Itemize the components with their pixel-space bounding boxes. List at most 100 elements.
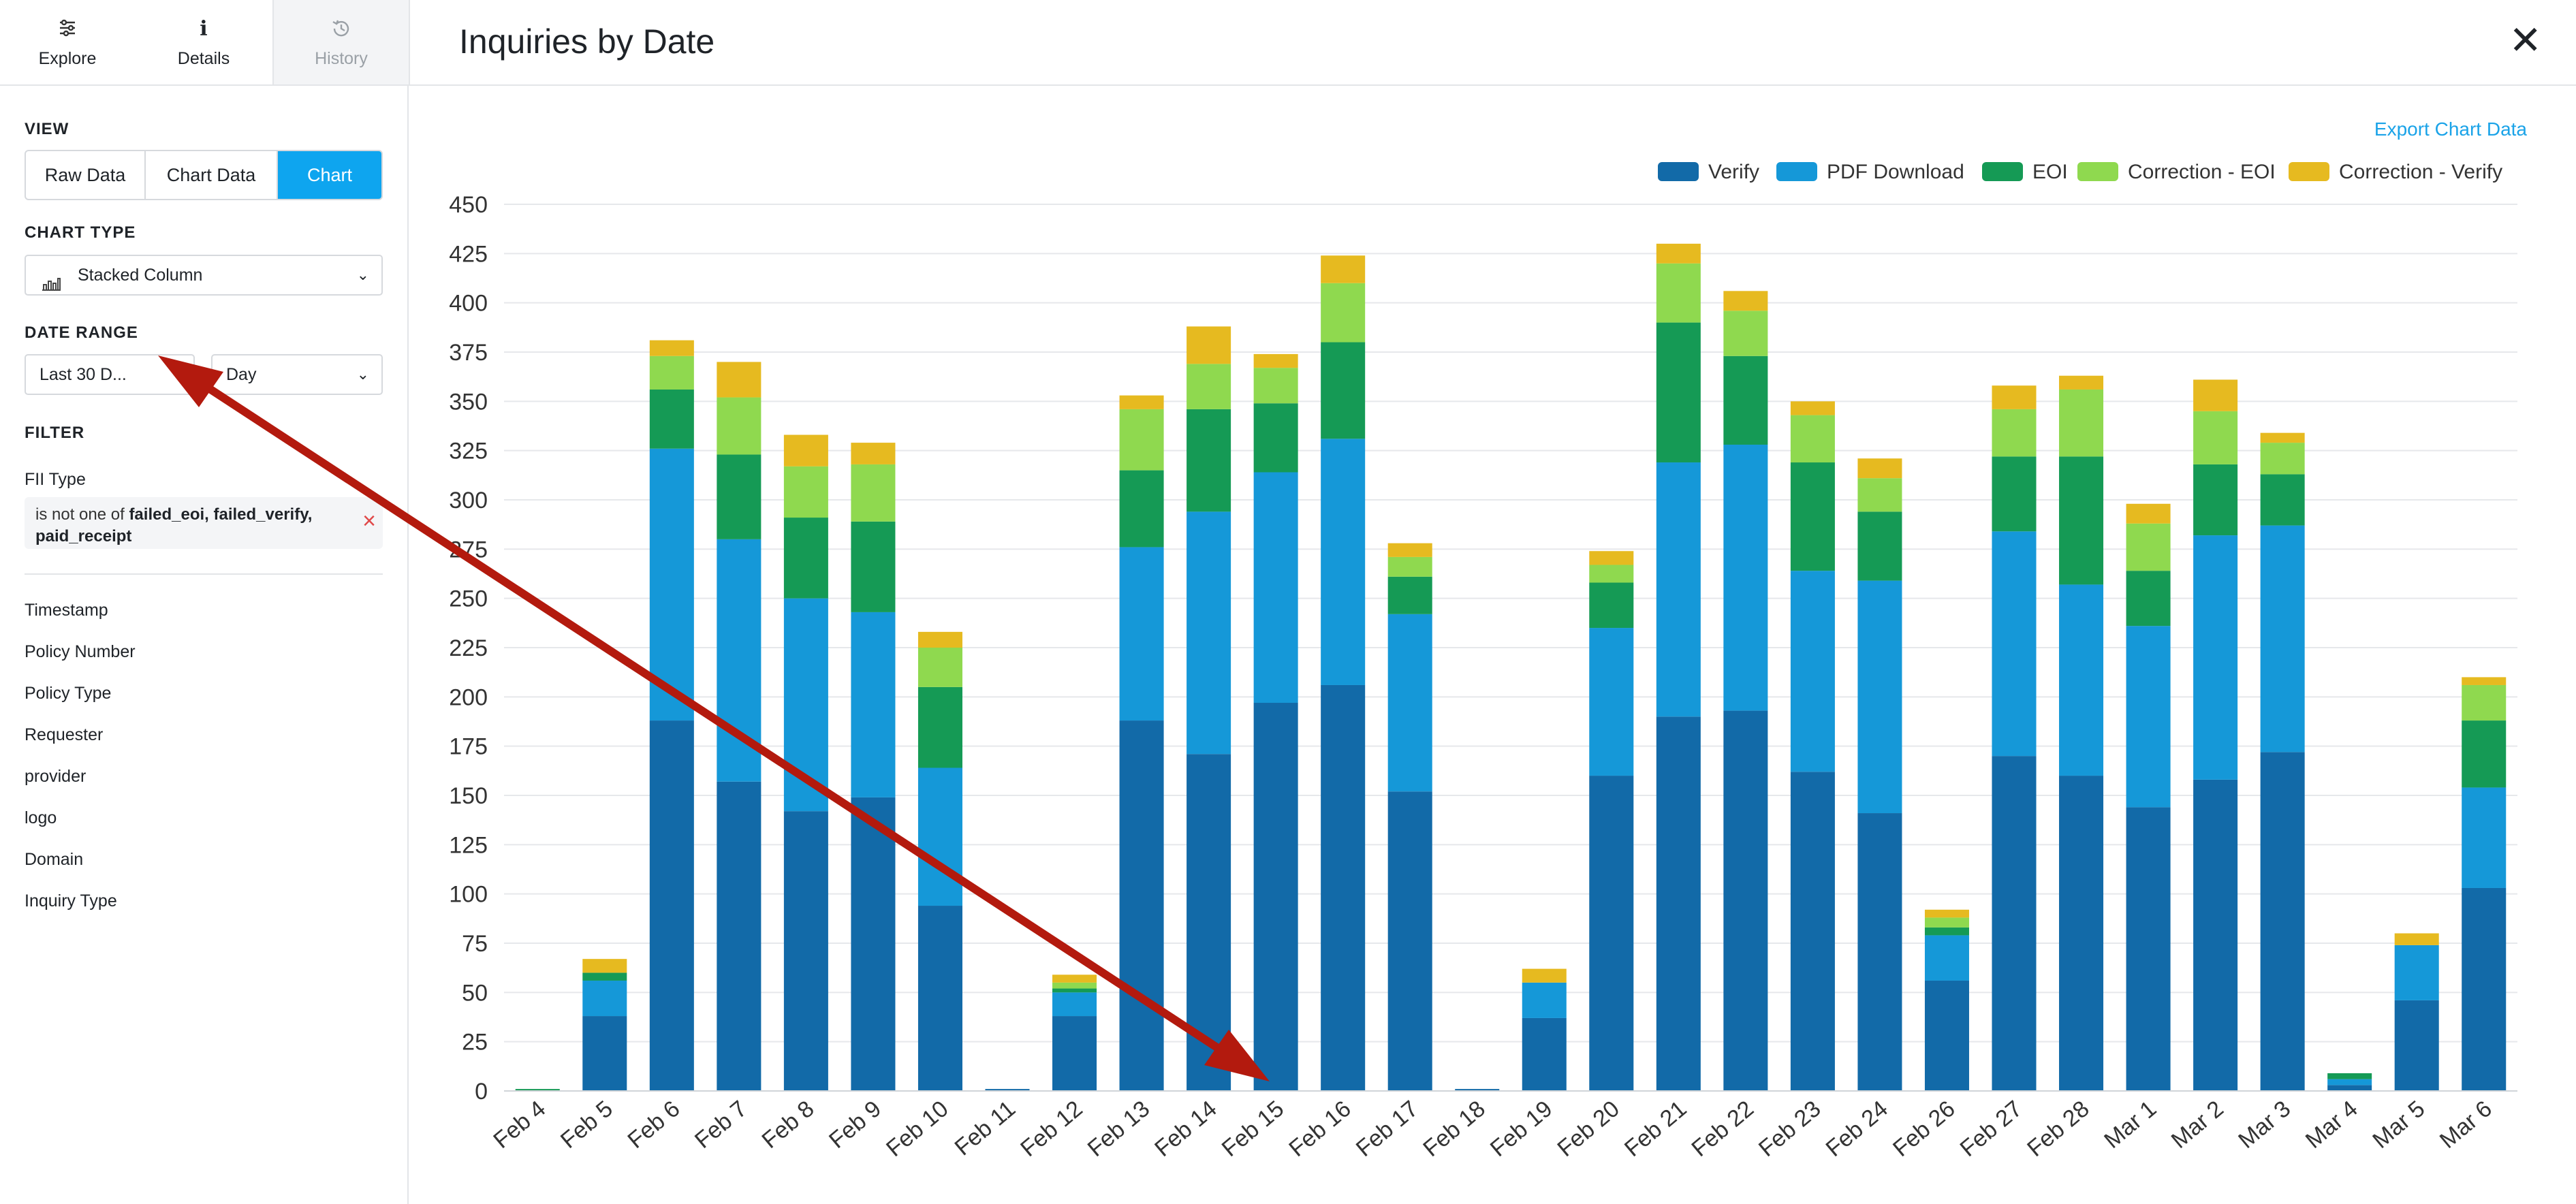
legend-item[interactable]: PDF Download [1827,161,1964,183]
bar-segment [2193,779,2238,1091]
x-tick-label: Feb 7 [690,1096,752,1154]
bar-segment [1723,710,1768,1091]
field-item[interactable]: Domain [25,850,84,869]
info-icon: i [200,17,208,41]
bar-segment [1387,543,1432,557]
tab-history[interactable]: History [272,0,410,84]
x-tick-label: Feb 27 [1955,1096,2028,1162]
x-tick-label: Mar 4 [2301,1096,2363,1154]
field-item[interactable]: Policy Type [25,684,112,703]
bar-segment [582,1016,627,1091]
x-tick-label: Feb 5 [556,1096,618,1154]
field-item[interactable]: provider [25,767,87,786]
legend-item[interactable]: Correction - EOI [2128,161,2276,183]
bar-segment [2260,474,2305,526]
view-chart-button[interactable]: Chart [278,151,381,199]
view-chart-data-button[interactable]: Chart Data [146,151,278,199]
bar-segment [1321,439,1366,685]
bar-segment [2462,787,2507,888]
legend-item[interactable]: EOI [2032,161,2068,183]
bar-segment [1589,565,1634,583]
bar-segment [851,797,896,1091]
bar-segment [783,811,828,1091]
tab-details[interactable]: i Details [136,0,271,84]
bar-segment [649,448,694,721]
bar-segment [2260,525,2305,752]
stacked-column-chart: 0 25 50 75 100 125 150 175 200 225 250 275 300 325 350… [449,161,2517,1162]
y-tick-label: 400 [449,291,488,317]
filter-field-label[interactable]: FII Type [25,470,86,489]
bar-segment [1924,909,1969,918]
bar-segment [783,518,828,599]
bar-segment [1723,311,1768,356]
field-item[interactable]: Timestamp [25,601,108,620]
date-range-select[interactable]: Last 30 D... [25,354,195,395]
bar-segment [1992,756,2037,1091]
bar-segment [1321,283,1366,343]
bar-segment [2126,807,2171,1091]
field-item[interactable]: Inquiry Type [25,891,117,910]
bar-segment [649,389,694,449]
bar-segment [2193,411,2238,464]
y-tick-label: 325 [449,439,488,464]
date-interval-select[interactable]: Day ⌄ [211,354,383,395]
bar-segment [1321,342,1366,439]
bar-segment [1656,716,1701,1091]
bar-segment [2260,432,2305,443]
field-item[interactable]: Policy Number [25,642,136,661]
bar-segment [2126,503,2171,524]
bar-segment [717,397,761,455]
x-tick-label: Feb 28 [2022,1096,2094,1162]
bar-segment [1723,444,1768,711]
bar-segment [1656,243,1701,264]
y-tick-label: 225 [449,635,488,661]
legend-item[interactable]: Correction - Verify [2339,161,2502,183]
filter-chip[interactable]: is not one of failed_eoi, failed_verify,… [25,497,383,549]
bar-segment [2462,720,2507,788]
bar-segment [2260,443,2305,475]
bar-segment [1992,385,2037,409]
bar-segment [649,720,694,1091]
bar-segment [1857,478,1902,512]
bar-segment [2193,379,2238,411]
x-tick-label: Feb 24 [1821,1096,1894,1162]
chart-type-select[interactable]: Stacked Column ⌄ [25,255,383,296]
bar-segment [2059,584,2104,776]
close-icon[interactable]: ✕ [2509,18,2542,63]
view-raw-data-button[interactable]: Raw Data [26,151,146,199]
bar-segment [2394,933,2439,945]
bar-segment [851,464,896,522]
bar-segment [851,443,896,464]
y-tick-label: 100 [449,882,488,908]
legend-swatch [1658,162,1699,181]
date-range-value: Last 30 D... [40,365,127,384]
bar-segment [1857,813,1902,1091]
x-tick-label: Feb 16 [1284,1096,1356,1162]
tab-explore[interactable]: Explore [0,0,135,84]
bar-segment [582,972,627,981]
bar-segment [1723,291,1768,311]
field-item[interactable]: Requester [25,725,104,744]
remove-filter-icon[interactable]: × [362,508,376,534]
x-tick-label: Feb 22 [1686,1096,1759,1162]
x-tick-label: Feb 6 [623,1096,685,1154]
chevron-down-icon: ⌄ [356,266,369,283]
bar-segment [783,434,828,466]
x-tick-label: Mar 1 [2099,1096,2161,1154]
legend-item[interactable]: Verify [1708,161,1759,183]
field-item[interactable]: logo [25,808,57,827]
bar-segment [1589,776,1634,1091]
bar-segment [515,1089,560,1091]
bar-segment [1187,754,1231,1091]
bar-segment [1924,980,1969,1091]
bar-segment [1187,326,1231,364]
legend-swatch [1776,162,1817,181]
bar-segment [582,959,627,973]
bar-segment [1387,556,1432,577]
bar-segment [1924,935,1969,981]
bar-segment [717,362,761,398]
bar-segment [1522,982,1567,1018]
bar-segment [2126,571,2171,627]
export-chart-data-link[interactable]: Export Chart Data [2374,118,2527,140]
date-range-section-label: DATE RANGE [25,323,138,342]
